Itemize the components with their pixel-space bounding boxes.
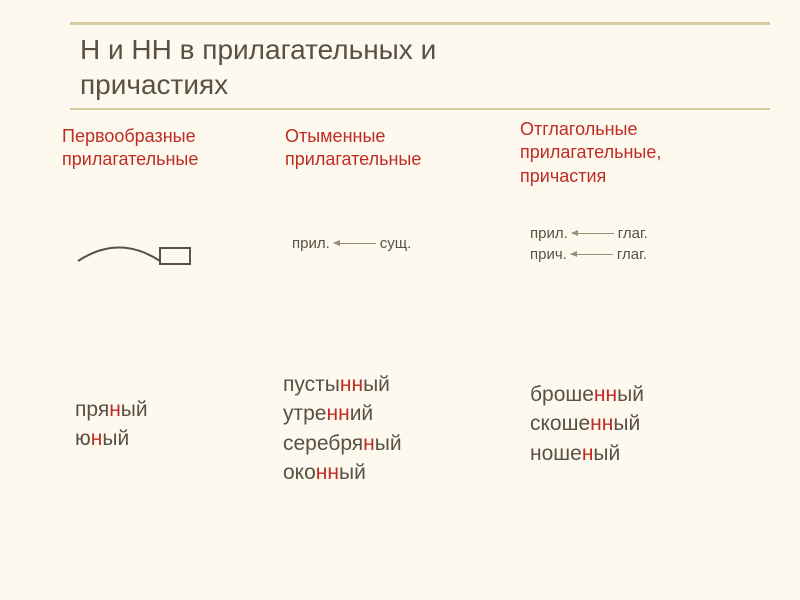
ex-hl: нн: [326, 402, 349, 425]
ex-hl: н: [109, 398, 121, 421]
col2-relation-row: прил. сущ.: [292, 235, 411, 252]
col3-rel2-right: глаг.: [617, 246, 647, 263]
col3-relation-row1: прил. глаг.: [530, 225, 648, 242]
ex-pre: ноше: [530, 442, 582, 465]
col1-header-line2: прилагательные: [62, 149, 198, 169]
ex-pre: око: [283, 461, 316, 484]
ex-post: ий: [350, 402, 373, 425]
ex-post: ый: [102, 427, 129, 450]
ex-pre: броше: [530, 383, 594, 406]
ex-post: ый: [613, 412, 640, 435]
ex-post: ый: [339, 461, 366, 484]
example-word: серебряный: [283, 429, 402, 458]
col1-examples: пряный юный: [75, 395, 148, 454]
example-word: пряный: [75, 395, 148, 424]
example-word: скошенный: [530, 409, 644, 438]
col3-relation-row2: прич. глаг.: [530, 246, 648, 263]
col3-examples: брошенный скошенный ношеный: [530, 380, 644, 468]
example-word: ношеный: [530, 439, 644, 468]
col2-relation: прил. сущ.: [292, 235, 411, 252]
col2-header: Отыменные прилагательные: [285, 125, 421, 172]
ex-hl: н: [91, 427, 103, 450]
example-word: оконный: [283, 458, 402, 487]
col3-relation: прил. глаг. прич. глаг.: [530, 225, 648, 263]
col2-relation-right: сущ.: [380, 235, 412, 252]
col3-header-line1: Отглагольные: [520, 119, 637, 139]
example-word: пустынный: [283, 370, 402, 399]
ex-pre: пусты: [283, 373, 340, 396]
col1-header-line1: Первообразные: [62, 126, 196, 146]
ex-pre: пря: [75, 398, 109, 421]
col2-examples: пустынный утренний серебряный оконный: [283, 370, 402, 488]
col2-header-line1: Отыменные: [285, 126, 385, 146]
ex-pre: утре: [283, 402, 326, 425]
arrow-icon: [571, 254, 613, 255]
col3-rel1-right: глаг.: [618, 225, 648, 242]
col2-header-line2: прилагательные: [285, 149, 421, 169]
col3-rel2-left: прич.: [530, 246, 567, 263]
ex-post: ый: [617, 383, 644, 406]
ex-pre: серебря: [283, 432, 363, 455]
title-top-rule: [70, 22, 770, 25]
col3-header: Отглагольные прилагательные, причастия: [520, 118, 661, 188]
ex-hl: нн: [594, 383, 617, 406]
col2-relation-left: прил.: [292, 235, 330, 252]
ex-post: ый: [593, 442, 620, 465]
ex-post: ый: [363, 373, 390, 396]
ex-post: ый: [375, 432, 402, 455]
arrow-icon: [572, 233, 614, 234]
example-word: юный: [75, 424, 148, 453]
morpheme-diagram: [72, 228, 197, 278]
title-line2: причастиях: [80, 69, 228, 100]
ex-hl: нн: [590, 412, 613, 435]
example-word: брошенный: [530, 380, 644, 409]
ex-pre: ю: [75, 427, 91, 450]
ex-hl: нн: [316, 461, 339, 484]
title-bottom-rule: [70, 108, 770, 110]
example-word: утренний: [283, 399, 402, 428]
title-line1: Н и НН в прилагательных и: [80, 34, 436, 65]
arrow-icon: [334, 243, 376, 244]
ex-hl: н: [363, 432, 375, 455]
ex-hl: н: [582, 442, 594, 465]
ex-post: ый: [121, 398, 148, 421]
col1-header: Первообразные прилагательные: [62, 125, 198, 172]
ex-pre: скоше: [530, 412, 590, 435]
ex-hl: нн: [340, 373, 363, 396]
col3-header-line3: причастия: [520, 166, 606, 186]
col3-header-line2: прилагательные,: [520, 142, 661, 162]
col3-rel1-left: прил.: [530, 225, 568, 242]
page-title: Н и НН в прилагательных и причастиях: [80, 32, 436, 102]
